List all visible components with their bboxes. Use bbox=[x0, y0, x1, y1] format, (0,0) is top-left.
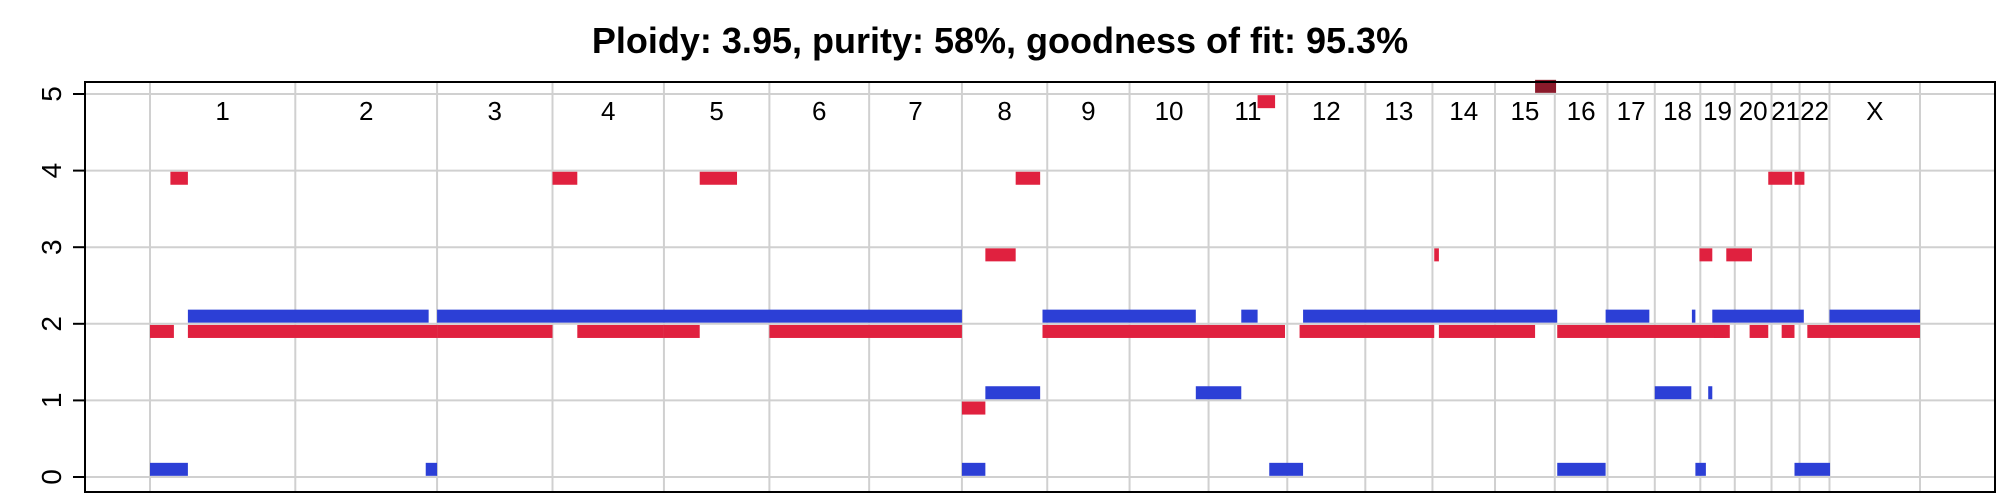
minor-segment bbox=[1712, 309, 1804, 323]
plot-frame bbox=[84, 81, 1996, 493]
major-segment bbox=[699, 171, 738, 185]
major-segment bbox=[1434, 248, 1439, 262]
major-segment bbox=[1438, 324, 1536, 338]
chromosome-label: 9 bbox=[1081, 96, 1095, 126]
chromosome-label: 10 bbox=[1155, 96, 1184, 126]
major-segment bbox=[1299, 324, 1435, 338]
minor-segment bbox=[425, 462, 438, 476]
chromosome-label: 7 bbox=[908, 96, 922, 126]
major-segment bbox=[1257, 95, 1276, 109]
minor-segment bbox=[1269, 462, 1304, 476]
grid-lines bbox=[85, 82, 1995, 492]
chromosome-label: 8 bbox=[997, 96, 1011, 126]
major-segment bbox=[170, 171, 188, 185]
chromosome-label: 13 bbox=[1384, 96, 1413, 126]
chromosome-label: 6 bbox=[812, 96, 826, 126]
major-segment bbox=[150, 324, 174, 338]
chromosome-label: 22 bbox=[1800, 96, 1829, 126]
chromosome-label: 20 bbox=[1739, 96, 1768, 126]
major-segment bbox=[1781, 324, 1795, 338]
chromosome-label: 21 bbox=[1771, 96, 1800, 126]
y-tick-label: 3 bbox=[36, 239, 67, 255]
minor-segment bbox=[187, 309, 429, 323]
major-segment bbox=[663, 324, 700, 338]
chromosome-label: 11 bbox=[1234, 96, 1261, 126]
major-segment bbox=[1042, 324, 1285, 338]
segment-layer bbox=[150, 79, 1920, 476]
y-tick-label: 5 bbox=[36, 86, 67, 102]
major-segment bbox=[1557, 324, 1730, 338]
minor-segment bbox=[1695, 462, 1706, 476]
major-segment bbox=[1015, 171, 1041, 185]
minor-segment bbox=[1557, 462, 1606, 476]
major-segment bbox=[1535, 79, 1557, 93]
y-axis: 0 1 2 3 4 5 bbox=[36, 86, 86, 485]
chromosome-labels: 1 2 3 4 5 6 7 8 9 10 11 12 13 14 15 16 17 18 19 20 21 22 X bbox=[215, 96, 1883, 126]
major-segment bbox=[1768, 171, 1793, 185]
chromosome-label: 12 bbox=[1312, 96, 1341, 126]
major-segment bbox=[769, 324, 962, 338]
minor-segment bbox=[1794, 462, 1831, 476]
y-tick-label: 0 bbox=[36, 469, 67, 485]
minor-segment bbox=[437, 309, 962, 323]
minor-segment bbox=[1042, 309, 1196, 323]
minor-segment bbox=[1605, 309, 1650, 323]
major-segment bbox=[1807, 324, 1920, 338]
y-tick-label: 1 bbox=[36, 393, 67, 409]
chromosome-label: 19 bbox=[1703, 96, 1732, 126]
minor-segment bbox=[1691, 309, 1696, 323]
minor-segment bbox=[1654, 386, 1692, 400]
chromosome-label: 4 bbox=[601, 96, 615, 126]
major-segment bbox=[187, 324, 438, 338]
major-segment bbox=[437, 324, 553, 338]
major-segment bbox=[1749, 324, 1769, 338]
chromosome-label: 2 bbox=[359, 96, 373, 126]
chromosome-label: 14 bbox=[1449, 96, 1478, 126]
minor-segment bbox=[961, 462, 986, 476]
major-segment bbox=[1726, 248, 1752, 262]
major-segment bbox=[552, 171, 578, 185]
chromosome-label: 17 bbox=[1617, 96, 1646, 126]
minor-segment bbox=[1708, 386, 1713, 400]
chromosome-label: 1 bbox=[215, 96, 229, 126]
major-segment bbox=[1699, 248, 1713, 262]
major-segment bbox=[577, 324, 664, 338]
major-segment bbox=[961, 401, 986, 415]
chromosome-label: 16 bbox=[1567, 96, 1596, 126]
major-segment bbox=[985, 248, 1016, 262]
major-segment bbox=[1794, 171, 1805, 185]
minor-segment bbox=[150, 462, 188, 476]
chart-title: Ploidy: 3.95, purity: 58%, goodness of f… bbox=[591, 20, 1409, 61]
minor-segment bbox=[1195, 386, 1242, 400]
chromosome-label: 18 bbox=[1663, 96, 1692, 126]
y-tick-label: 2 bbox=[36, 316, 67, 332]
chromosome-label: 15 bbox=[1510, 96, 1539, 126]
major-segment bbox=[1714, 324, 1727, 338]
minor-segment bbox=[1241, 309, 1258, 323]
chromosome-label: X bbox=[1866, 96, 1883, 126]
chromosome-label: 3 bbox=[488, 96, 502, 126]
y-tick-label: 4 bbox=[36, 163, 67, 179]
chromosome-label: 5 bbox=[709, 96, 723, 126]
minor-segment bbox=[1829, 309, 1920, 323]
minor-segment bbox=[985, 386, 1041, 400]
minor-segment bbox=[1303, 309, 1558, 323]
